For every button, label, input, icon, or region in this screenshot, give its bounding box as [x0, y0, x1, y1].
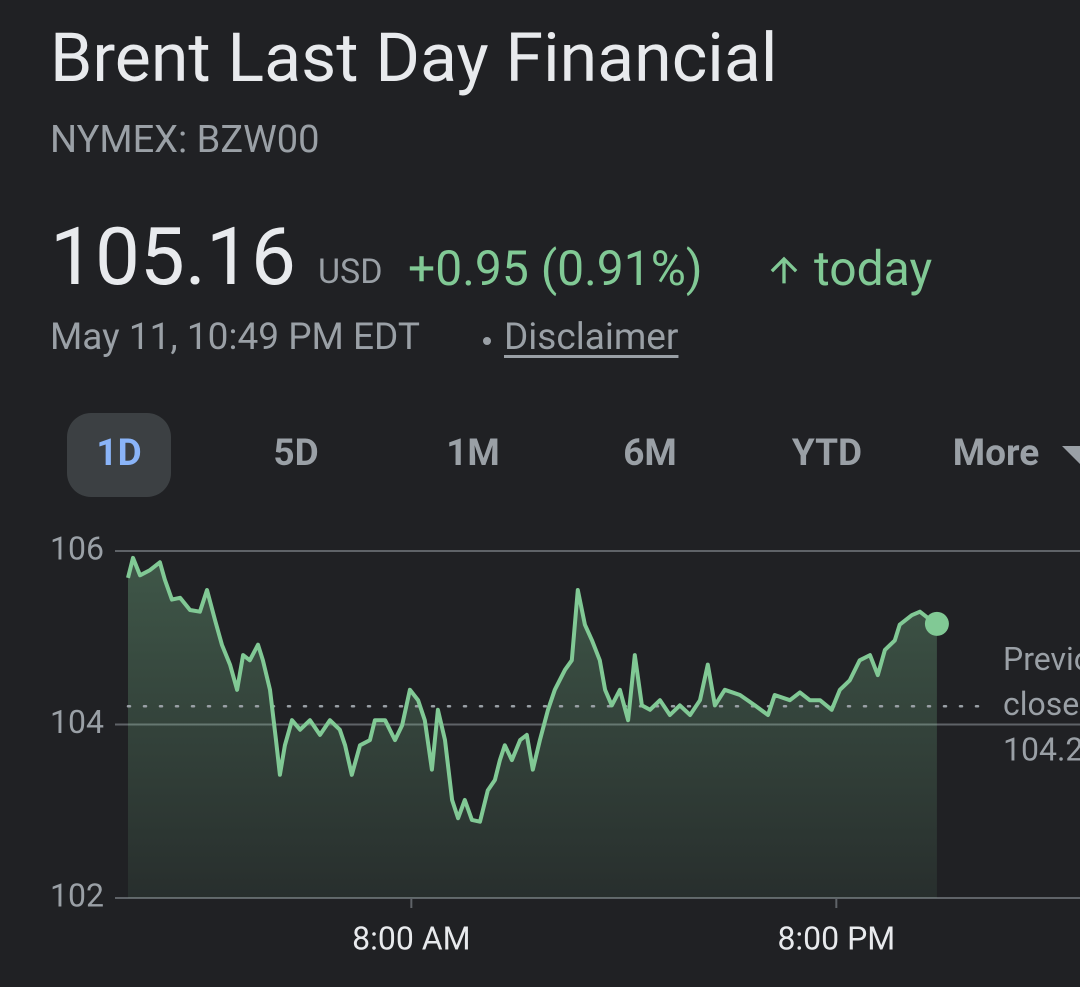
range-tab[interactable]: 1M — [446, 432, 500, 475]
instrument-title: Brent Last Day Financial — [50, 18, 778, 98]
previous-close-value: 104.21 — [1003, 730, 1080, 768]
range-tab[interactable]: YTD — [791, 432, 863, 475]
range-tab[interactable]: 5D — [273, 432, 319, 475]
selected-tab-background — [67, 413, 171, 497]
y-tick-label: 106 — [50, 529, 104, 567]
x-tick-label: 8:00 AM — [352, 919, 470, 957]
range-tab[interactable]: More — [952, 432, 1040, 475]
dropdown-icon — [1062, 446, 1080, 464]
range-tab[interactable]: 1D — [96, 432, 142, 475]
separator-dot — [483, 337, 491, 345]
y-tick-label: 104 — [50, 703, 104, 741]
price-change: +0.95 (0.91%) — [408, 240, 703, 297]
range-tab[interactable]: 6M — [623, 432, 677, 475]
timestamp: May 11, 10:49 PM EDT — [50, 316, 420, 359]
ticker: NYMEX: BZW00 — [50, 118, 320, 162]
price: 105.16 — [50, 210, 296, 304]
previous-close-label: Previousclose — [1003, 640, 1080, 723]
price-area — [128, 557, 937, 898]
currency: USD — [318, 252, 383, 292]
y-tick-label: 102 — [50, 876, 104, 914]
up-arrow-icon — [770, 256, 798, 284]
last-price-dot — [924, 611, 949, 636]
change-period: today — [814, 240, 933, 297]
disclaimer-link[interactable]: Disclaimer — [504, 316, 679, 359]
x-tick-label: 8:00 PM — [777, 919, 895, 957]
price-line — [126, 555, 939, 824]
